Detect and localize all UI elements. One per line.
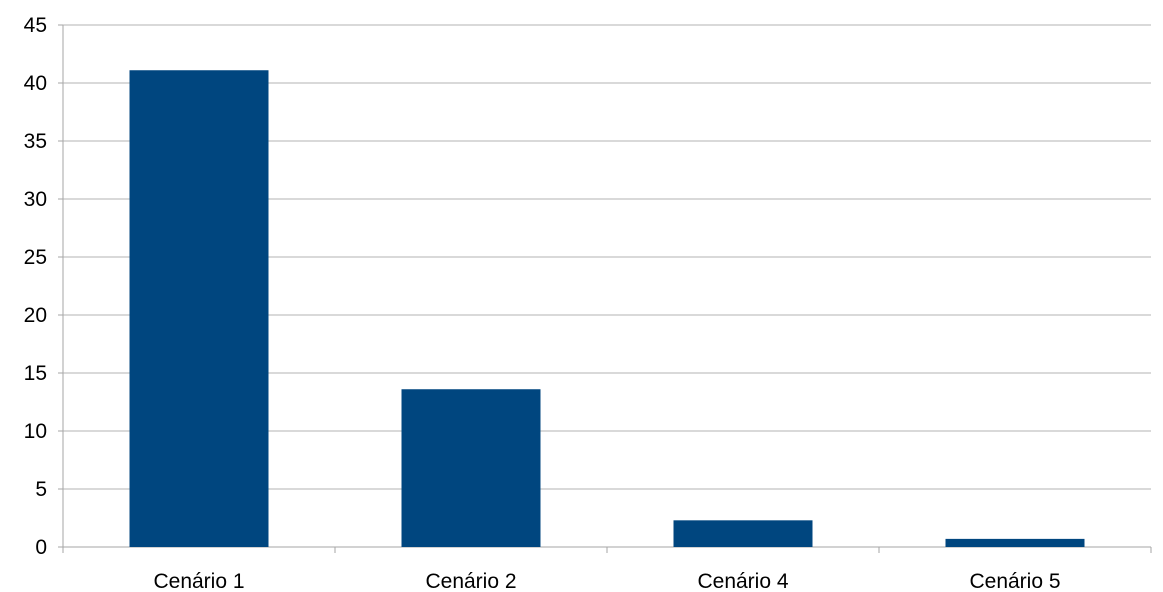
y-tick-label: 15 (24, 362, 47, 385)
y-tick-labels: 0 5 10 15 20 25 30 35 40 45 (24, 14, 47, 559)
bar-1 (129, 70, 269, 548)
y-tick-label: 35 (24, 130, 47, 153)
x-tick-label: Cenário 5 (969, 570, 1060, 592)
y-tick-label: 40 (24, 72, 47, 95)
y-tick-label: 45 (24, 14, 47, 37)
y-tick-label: 5 (35, 478, 47, 501)
bar-2 (401, 389, 541, 547)
bar-4 (945, 538, 1085, 547)
y-tick-label: 25 (24, 246, 47, 269)
x-tick-labels: Cenário 1 Cenário 2 Cenário 4 Cenário 5 (153, 570, 1060, 592)
x-tick-label: Cenário 2 (425, 570, 516, 592)
x-tick-label: Cenário 4 (697, 570, 788, 592)
y-tick-label: 10 (24, 420, 47, 443)
y-tick-label: 30 (24, 188, 47, 211)
y-tick-label: 0 (35, 536, 47, 559)
x-tick-label: Cenário 1 (153, 570, 244, 592)
y-tick-label: 20 (24, 304, 47, 327)
bars (129, 70, 1085, 548)
bar-3 (673, 520, 813, 547)
